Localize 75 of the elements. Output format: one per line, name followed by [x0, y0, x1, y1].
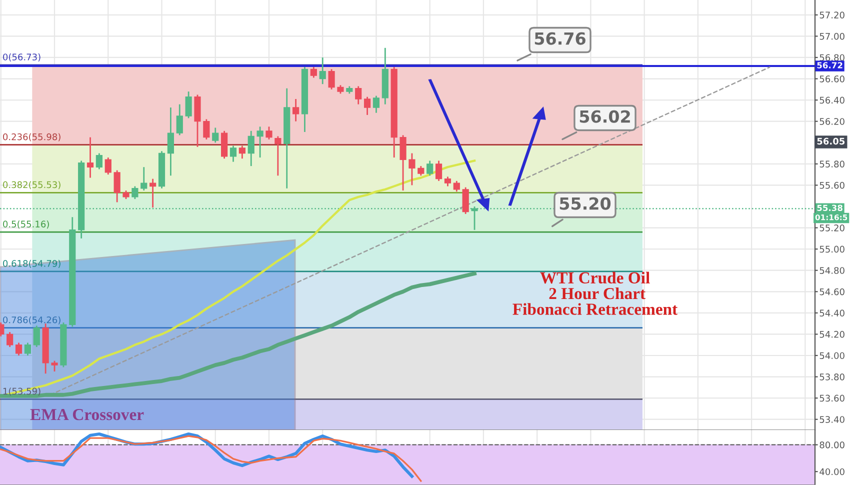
y-tick-label: 56.60: [820, 75, 844, 82]
candlestick: [140, 166, 148, 192]
candlestick: [167, 106, 174, 176]
y-tick-label: 53.40: [820, 416, 844, 423]
text: WTI Crude Oil 2 Hour Chart Fibonacci Retracement: [512, 272, 678, 315]
y-tick-label: 40.00: [820, 468, 844, 476]
candlestick: [426, 160, 434, 176]
candlestick: [203, 118, 210, 140]
candlestick: [453, 180, 460, 192]
annotation: 56.02: [580, 110, 630, 123]
candlestick: [364, 96, 371, 116]
y-tick-label: 56.80: [820, 54, 844, 62]
candlestick: [51, 360, 58, 372]
candlestick: [462, 186, 469, 215]
y-tick-label: 54.00: [820, 352, 844, 360]
candlestick: [400, 134, 406, 192]
candlestick: [256, 126, 264, 158]
y-tick-label: 56.20: [820, 118, 844, 125]
line-series: [0, 435, 422, 482]
candlestick: [274, 136, 282, 176]
y-tick-label: 54.60: [820, 288, 844, 296]
y-tick-label: 54.20: [820, 330, 844, 338]
y-tick-label: 53.80: [820, 374, 844, 380]
candlestick: [292, 98, 300, 122]
candlestick: [176, 104, 183, 136]
text: 56.05: [817, 138, 845, 145]
candlestick: [15, 342, 22, 356]
candlestick: [372, 95, 380, 114]
candlestick: [310, 66, 317, 78]
annotation: 56.76: [534, 32, 586, 45]
candlestick: [248, 130, 254, 167]
candlestick: [6, 331, 14, 348]
y-tick-label: 55.60: [820, 182, 844, 189]
candlestick: [408, 152, 416, 186]
annotation: EMA Crossover: [30, 408, 144, 420]
y-tick-label: 57.20: [820, 12, 844, 18]
ref-line-label: 55.38: [817, 204, 842, 212]
candlestick: [319, 56, 326, 85]
ref-line-label: 56.72: [817, 62, 842, 68]
candlestick: [221, 130, 228, 160]
candlestick: [33, 325, 40, 348]
candlestick: [328, 68, 335, 90]
y-tick-label: 53.60: [820, 394, 844, 402]
y-tick-label: 54.80: [820, 267, 844, 274]
candlestick: [355, 86, 362, 105]
ref-line-label: 0.236(55.98): [3, 133, 60, 142]
y-tick-label: 54.40: [820, 310, 844, 316]
candlestick: [212, 127, 219, 144]
ref-line-label: 0.382(55.53): [3, 181, 60, 190]
ref-line-label: 0(56.73): [3, 53, 40, 62]
candlestick: [266, 126, 272, 140]
y-tick-label: 55.80: [820, 160, 844, 168]
y-tick-label: 55.00: [820, 246, 844, 253]
y-tick-label: 80.00: [820, 441, 844, 448]
annotation: 55.20: [560, 197, 611, 210]
y-tick-label: 57.00: [820, 32, 844, 40]
candlestick: [435, 160, 442, 182]
candlestick: [86, 136, 94, 178]
candlestick: [230, 145, 237, 162]
candlestick: [150, 178, 156, 208]
candlestick: [104, 156, 112, 176]
candlestick: [238, 145, 246, 160]
ref-line-label: 0.5(55.16): [3, 220, 49, 229]
candlestick: [96, 152, 102, 170]
y-tick-label: 56.40: [820, 96, 844, 104]
y-tick-label: 55.20: [820, 224, 844, 232]
candlestick: [132, 186, 138, 200]
candlestick: [418, 165, 424, 176]
ref-line-label: 0.786(54.26): [3, 316, 60, 324]
candlestick: [24, 342, 31, 356]
candlestick: [444, 176, 452, 187]
line-series: [0, 272, 476, 398]
ref-line-label: 0.618(54.79): [3, 260, 60, 268]
candlestick: [185, 90, 192, 119]
candlestick: [114, 170, 120, 203]
